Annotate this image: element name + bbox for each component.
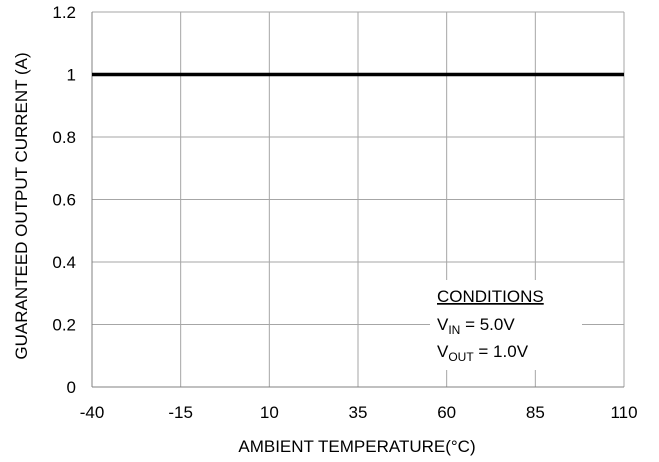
- y-tick-label: 0.6: [52, 191, 76, 210]
- y-tick-label: 0.2: [52, 316, 76, 335]
- x-tick-label: 85: [526, 403, 545, 422]
- x-tick-label: 10: [260, 403, 279, 422]
- x-tick-label: 35: [349, 403, 368, 422]
- x-tick-label: 60: [437, 403, 456, 422]
- y-tick-label: 0.4: [52, 253, 76, 272]
- x-tick-labels: -40 -15 10 35 60 85 110: [80, 403, 638, 422]
- x-tick-label: -15: [168, 403, 193, 422]
- conditions-vin: VIN = 5.0V: [437, 315, 515, 337]
- y-tick-labels: 0 0.2 0.4 0.6 0.8 1 1.2: [52, 3, 76, 397]
- x-axis-title: AMBIENT TEMPERATURE(°C): [238, 437, 475, 456]
- conditions-vout: VOUT = 1.0V: [437, 342, 529, 364]
- y-tick-label: 1: [67, 66, 76, 85]
- y-tick-label: 1.2: [52, 3, 76, 22]
- y-tick-label: 0: [67, 378, 76, 397]
- conditions-background: [430, 280, 582, 370]
- y-tick-label: 0.8: [52, 128, 76, 147]
- y-axis-title: GUARANTEED OUTPUT CURRENT (A): [12, 52, 31, 359]
- x-tick-label: -40: [80, 403, 105, 422]
- conditions-box: CONDITIONS VIN = 5.0V VOUT = 1.0V: [430, 280, 582, 370]
- x-tick-label: 110: [610, 403, 637, 422]
- conditions-heading: CONDITIONS: [437, 287, 544, 306]
